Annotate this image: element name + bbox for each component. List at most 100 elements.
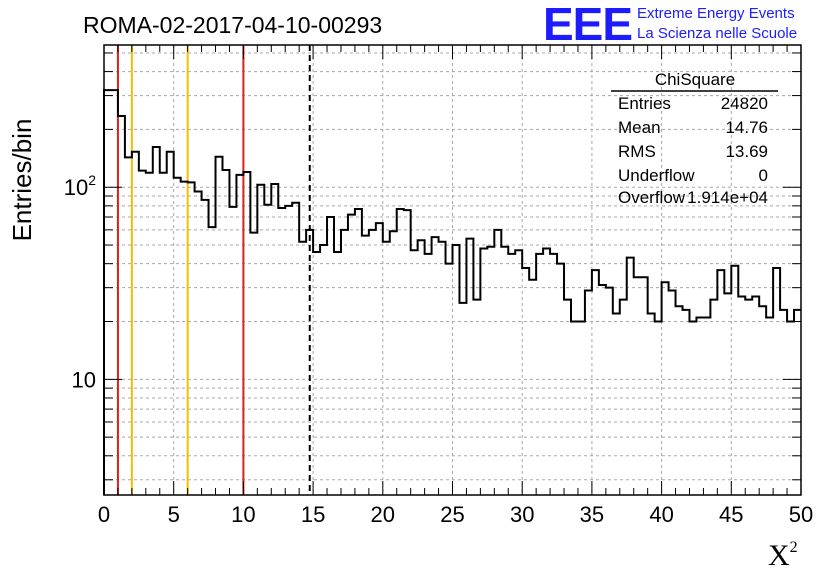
histogram-bin (585, 291, 592, 495)
y-tick-label: 10 (72, 367, 96, 392)
histogram-bin (634, 277, 641, 495)
histogram-bin (738, 296, 745, 495)
stats-title: ChiSquare (655, 70, 735, 89)
histogram-bin (160, 173, 167, 495)
axes (103, 44, 802, 496)
histogram-bin (717, 270, 724, 495)
eee-logo: EEE Extreme Energy Events La Scienza nel… (543, 0, 797, 50)
stats-mean-label: Mean (618, 118, 661, 137)
histogram-bin (508, 254, 515, 495)
stats-box: ChiSquare Entries 24820 Mean 14.76 RMS 1… (611, 70, 778, 207)
histogram-bin (418, 240, 425, 495)
stats-rms-value: 13.69 (725, 142, 768, 161)
histogram-bin (425, 254, 432, 495)
histogram-bin (397, 209, 404, 495)
histogram-bin (599, 285, 606, 495)
x-axis-label-sup: 2 (790, 539, 798, 556)
histogram-bin (362, 236, 369, 495)
histogram-bin (118, 116, 125, 495)
histogram-bin (606, 288, 613, 495)
histogram-bin (341, 230, 348, 495)
histogram-bin (355, 209, 362, 495)
histogram-bin (439, 242, 446, 495)
histogram-bin (459, 303, 466, 495)
histogram-bin (404, 210, 411, 495)
histogram-bin (153, 147, 160, 495)
stats-mean-value: 14.76 (725, 118, 768, 137)
y-tick-label-base: 10 (72, 367, 96, 392)
histogram-bin (174, 178, 181, 495)
histogram-bin (550, 254, 557, 495)
histogram-bin (320, 245, 327, 495)
histogram-bin (167, 152, 174, 495)
x-tick-label: 5 (168, 502, 180, 527)
histogram-bin (139, 171, 146, 495)
histogram-bin (703, 317, 710, 495)
histogram-bin (446, 264, 453, 495)
histogram-bin (229, 207, 236, 495)
histogram-outline (103, 89, 801, 495)
stats-underflow-value: 0 (759, 166, 768, 185)
histogram-bin (188, 182, 195, 495)
x-tick-label: 15 (301, 502, 325, 527)
x-tick-label: 30 (510, 502, 534, 527)
histogram-bin (285, 206, 292, 495)
histogram-bin (787, 322, 794, 495)
x-tick-label: 50 (789, 502, 813, 527)
histogram-bin (669, 291, 676, 495)
histogram-bin (620, 300, 627, 495)
histogram-bin (132, 152, 139, 495)
histogram-bin (146, 173, 153, 495)
histogram-bin (745, 300, 752, 495)
histogram-bin (271, 184, 278, 495)
histogram-bin (724, 293, 731, 495)
stats-overflow-value: 1.914e+04 (687, 188, 768, 207)
histogram-bin (689, 322, 696, 495)
histogram-bin (383, 242, 390, 495)
histogram-bin (613, 314, 620, 495)
x-tick-label: 10 (231, 502, 255, 527)
histogram-bin (662, 282, 669, 495)
logo-line-2: La Scienza nelle Scuole (637, 25, 797, 42)
x-axis-label-base: X (768, 539, 790, 572)
histogram-bin (432, 237, 439, 495)
x-tick-label: 0 (98, 502, 110, 527)
histogram-bin (348, 215, 355, 495)
histogram-bin (216, 157, 223, 495)
histogram-bin (278, 208, 285, 495)
histogram-bin (564, 300, 571, 495)
histogram-bin (111, 90, 118, 495)
stats-entries-value: 24820 (721, 94, 768, 113)
stats-entries-label: Entries (618, 94, 671, 113)
histogram-bin (536, 254, 543, 495)
logo-line-1: Extreme Energy Events (637, 5, 795, 22)
histogram-bin (571, 322, 578, 495)
histogram-bin (243, 172, 250, 495)
histogram-bin (752, 296, 759, 495)
histogram-bin (515, 250, 522, 495)
histogram-bin (696, 317, 703, 495)
chart-title: ROMA-02-2017-04-10-00293 (83, 12, 382, 38)
histogram-bin (731, 266, 738, 495)
histogram-bin (543, 248, 550, 495)
histogram-bin (494, 230, 501, 495)
histogram-bin (487, 247, 494, 495)
stats-rms-label: RMS (618, 142, 656, 161)
histogram-bin (501, 247, 508, 495)
histogram-bin (766, 317, 773, 495)
histogram-bin (299, 242, 306, 495)
histogram-bin (257, 185, 264, 495)
histogram-bin (236, 175, 243, 495)
histogram-bin (794, 310, 801, 495)
histogram-bin (376, 223, 383, 495)
y-tick-label-base: 10 (64, 175, 88, 200)
histogram-bin (592, 270, 599, 495)
histogram-bin (655, 322, 662, 495)
histogram-bin (334, 252, 341, 495)
histogram-bin (683, 310, 690, 495)
histogram-bin (125, 157, 132, 495)
histogram-bin (453, 245, 460, 495)
histogram-bin (390, 231, 397, 495)
histogram-bin (627, 258, 634, 495)
